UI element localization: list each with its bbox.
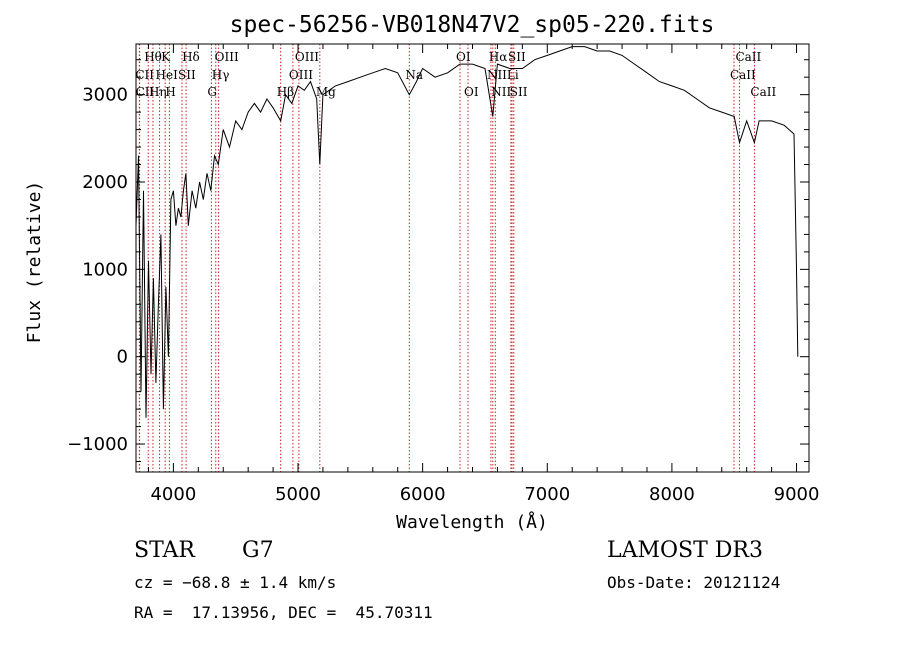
survey-name: LAMOST DR3 bbox=[607, 538, 763, 563]
y-tick-label: 3000 bbox=[82, 85, 128, 106]
redshift-text: cz = −68.8 ± 1.4 km/s bbox=[134, 573, 337, 592]
line-label: Hα bbox=[489, 50, 508, 64]
coordinates: RA = 17.13956, DEC = 45.70311 bbox=[134, 603, 433, 622]
line-label: G bbox=[207, 85, 217, 99]
y-tick-label: 1000 bbox=[82, 259, 128, 280]
line-label: CaII bbox=[750, 85, 776, 99]
chart-title: spec-56256-VB018N47V2_sp05-220.fits bbox=[230, 12, 715, 38]
line-label: SII bbox=[178, 68, 196, 82]
y-axis-label: Flux (relative) bbox=[24, 181, 45, 344]
line-label: CaII bbox=[735, 50, 761, 64]
x-tick-label: 8000 bbox=[649, 484, 695, 505]
line-label: CaII bbox=[730, 68, 756, 82]
line-label: Hδ bbox=[182, 50, 200, 64]
line-label: K bbox=[161, 50, 171, 64]
spectrum-chart: spec-56256-VB018N47V2_sp05-220.fits 4000… bbox=[24, 12, 820, 533]
y-tick-label: −1000 bbox=[67, 434, 128, 455]
object-subclass: G7 bbox=[242, 538, 274, 563]
obs-date: Obs-Date: 20121124 bbox=[607, 573, 781, 592]
y-axis: −1000 0 1000 2000 3000 bbox=[67, 59, 809, 463]
line-label: SII bbox=[510, 85, 528, 99]
line-label: SII bbox=[508, 50, 526, 64]
line-label: Hθ bbox=[144, 50, 162, 64]
plot-frame bbox=[135, 43, 810, 473]
x-axis: 4000 5000 6000 7000 8000 9000 bbox=[147, 44, 820, 505]
y-tick-label: 0 bbox=[117, 347, 128, 368]
line-label: CII bbox=[135, 68, 154, 82]
x-tick-label: 6000 bbox=[400, 484, 446, 505]
line-label: H bbox=[165, 85, 175, 99]
line-label: Hβ bbox=[277, 85, 294, 99]
x-tick-label: 7000 bbox=[524, 484, 570, 505]
x-tick-label: 9000 bbox=[774, 484, 820, 505]
line-label: OIII bbox=[295, 50, 319, 64]
x-tick-label: 5000 bbox=[275, 484, 321, 505]
line-label: OIII bbox=[215, 50, 239, 64]
line-label: Hη bbox=[149, 85, 167, 99]
emission-line-markers bbox=[138, 44, 755, 472]
object-class: STAR bbox=[134, 538, 195, 563]
line-label: NII bbox=[491, 85, 511, 99]
line-label: OIII bbox=[289, 68, 313, 82]
x-tick-label: 4000 bbox=[150, 484, 196, 505]
line-label: OI bbox=[456, 50, 471, 64]
line-label: CII bbox=[136, 85, 155, 99]
line-label: Mg bbox=[316, 85, 336, 99]
line-label: NII bbox=[487, 68, 507, 82]
line-label: HeI bbox=[156, 68, 179, 82]
spectrum-line bbox=[135, 46, 799, 418]
line-label: Hγ bbox=[212, 68, 230, 82]
y-tick-label: 2000 bbox=[82, 172, 128, 193]
x-axis-label: Wavelength (Å) bbox=[396, 511, 548, 533]
line-label: OI bbox=[464, 85, 479, 99]
line-label: Li bbox=[507, 68, 519, 82]
line-label: Na bbox=[405, 68, 423, 82]
